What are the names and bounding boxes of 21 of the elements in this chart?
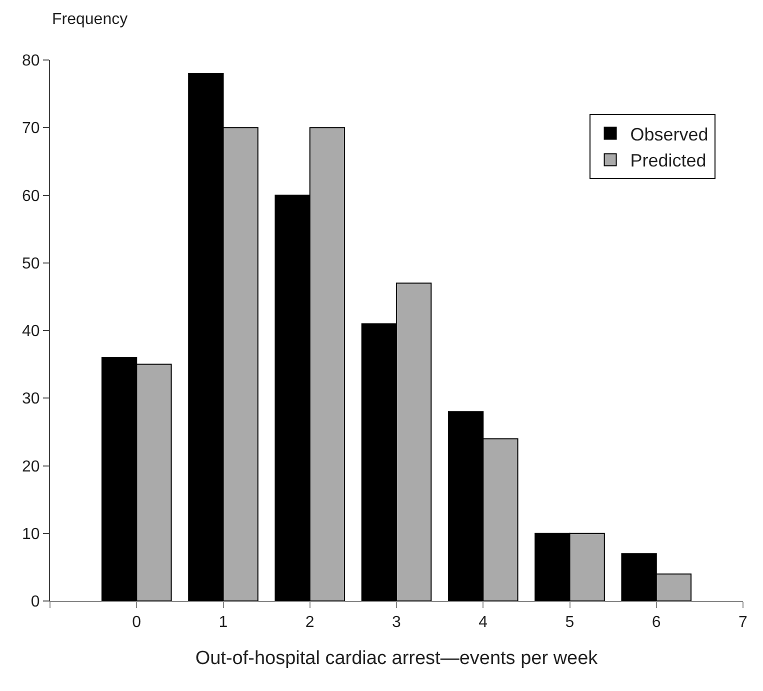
- x-tick-label: 4: [478, 614, 488, 632]
- x-tick-label: 7: [738, 614, 748, 632]
- x-tick-label: 0: [132, 614, 142, 632]
- x-tick-label: 3: [392, 614, 402, 632]
- y-tick-label: 40: [22, 323, 40, 340]
- y-axis-title: Frequency: [52, 11, 128, 28]
- x-tick-label: 2: [305, 614, 314, 632]
- y-tick-label: 10: [22, 526, 40, 543]
- x-axis-title: Out-of-hospital cardiac arrest—events per week: [195, 648, 598, 669]
- y-tick-label: 60: [22, 188, 40, 205]
- y-tick-label: 70: [22, 120, 40, 138]
- legend-label: Predicted: [630, 150, 706, 171]
- x-tick-label: 1: [218, 614, 228, 632]
- y-tick-label: 50: [22, 255, 40, 272]
- y-tick-label: 20: [22, 458, 40, 476]
- x-tick-label: 6: [652, 614, 661, 632]
- x-tick-label: 5: [565, 614, 574, 632]
- y-tick-label: 30: [22, 390, 40, 408]
- y-tick-label: 80: [22, 52, 40, 70]
- legend-label: Observed: [630, 124, 708, 144]
- y-tick-label: 0: [30, 594, 40, 611]
